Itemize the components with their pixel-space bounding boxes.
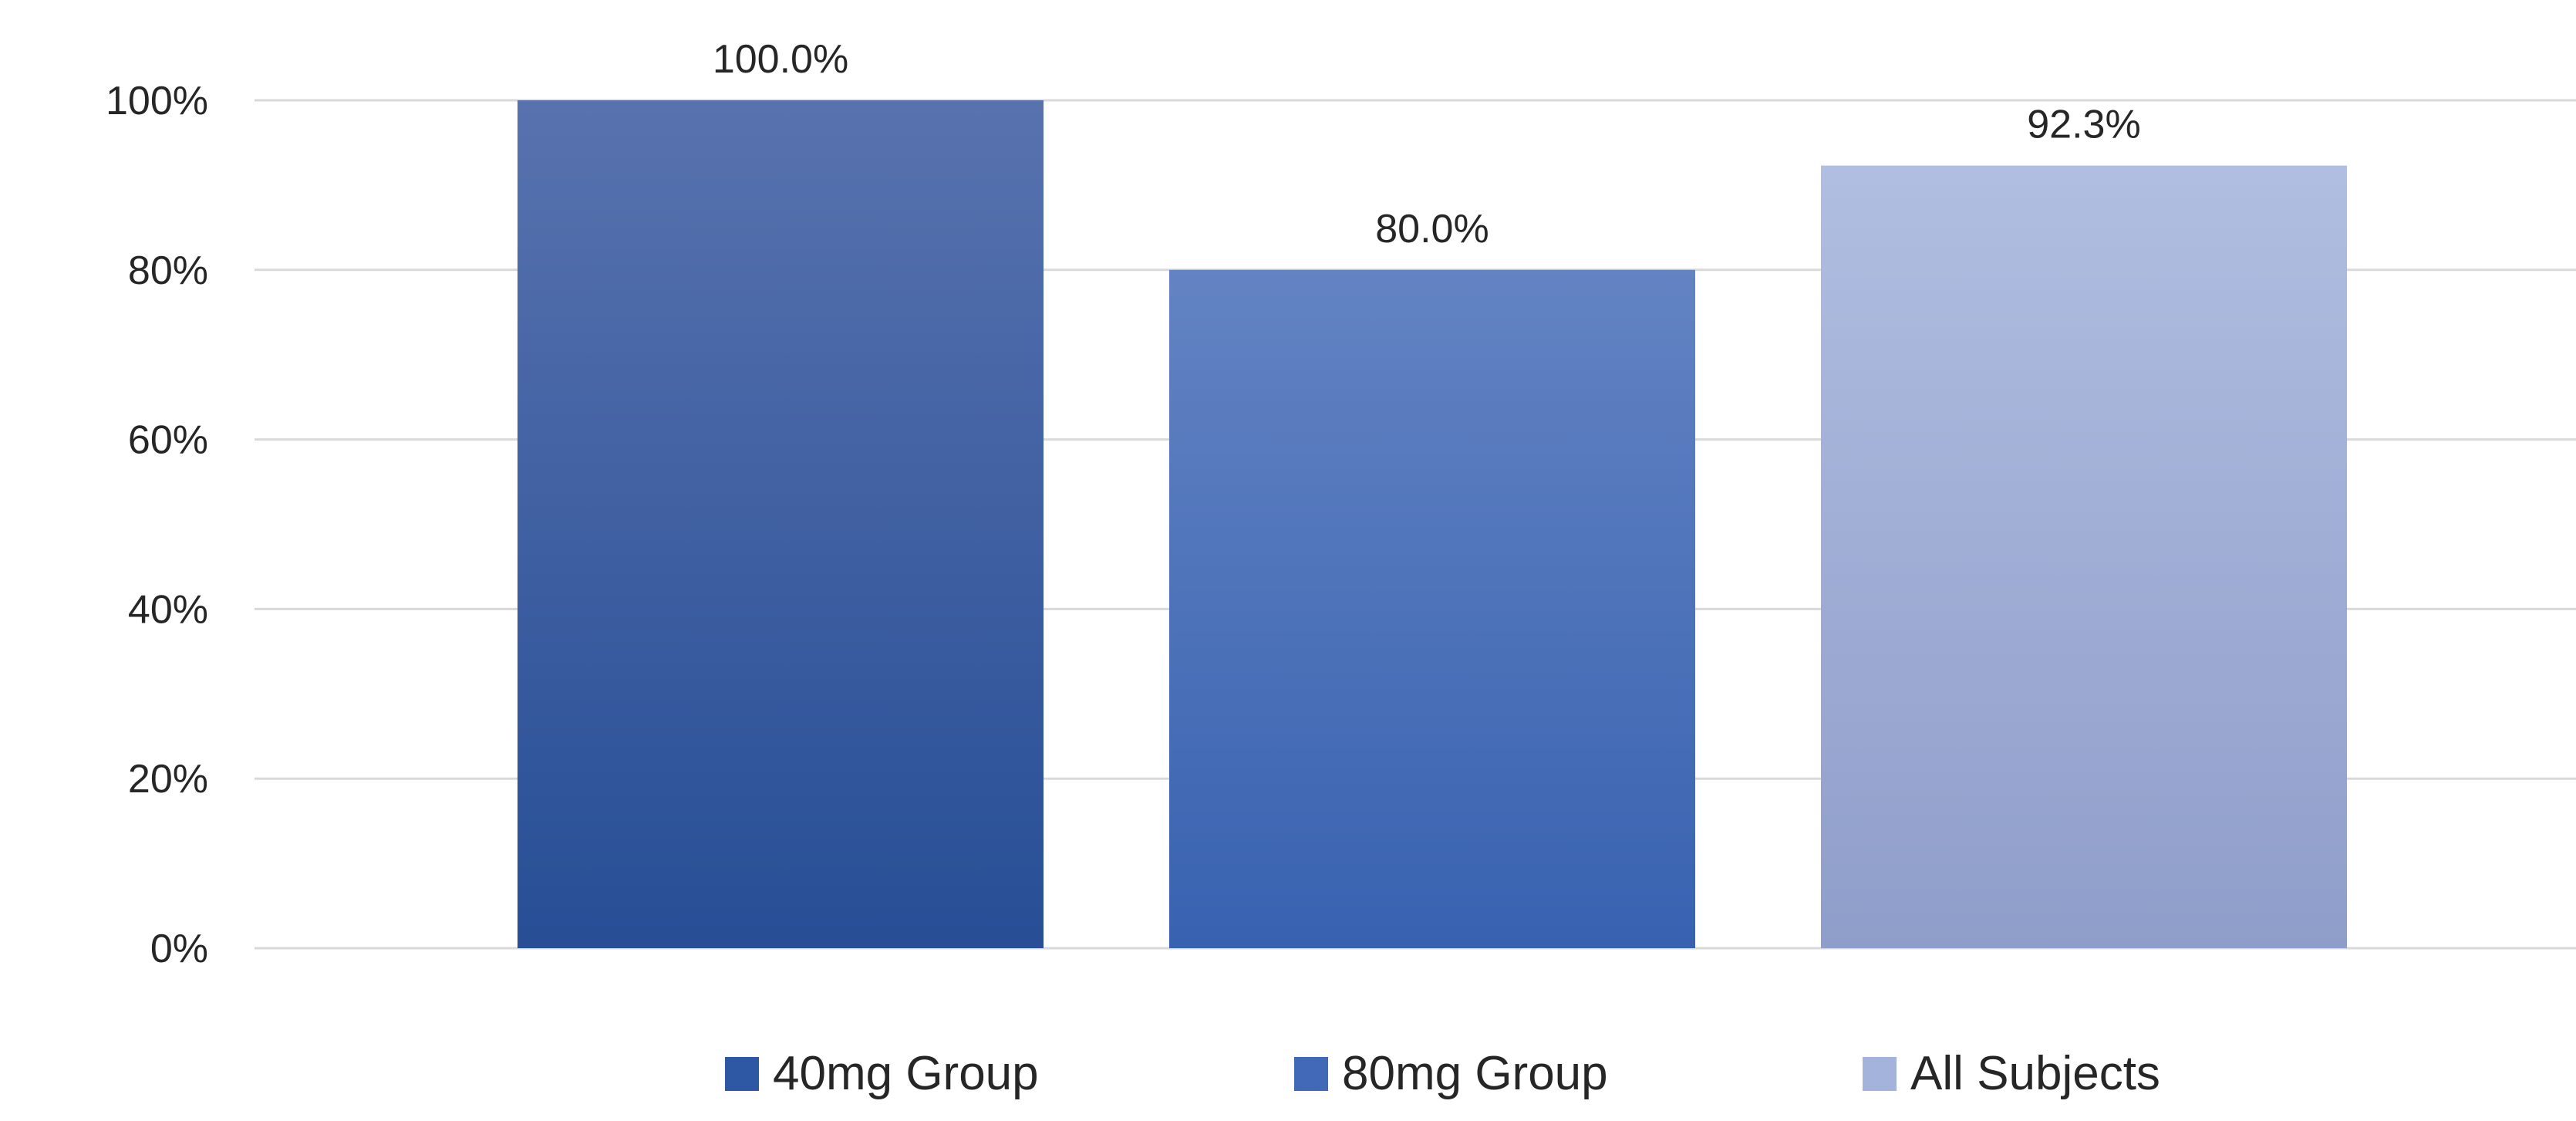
legend-label: 40mg Group	[773, 1047, 1039, 1100]
legend-label: 80mg Group	[1342, 1047, 1608, 1100]
y-tick-label: 80%	[128, 248, 208, 293]
legend-item: 40mg Group	[725, 1047, 1039, 1100]
legend-swatch	[725, 1057, 759, 1091]
bar-all-subjects	[1821, 165, 2347, 949]
data-labels: 100.0% 80.0% 92.3%	[713, 37, 2141, 252]
y-axis-tick-labels: 0% 20% 40% 60% 80% 100%	[106, 79, 208, 971]
y-tick-label: 100%	[106, 79, 208, 123]
legend-swatch	[1863, 1057, 1897, 1091]
bar-80mg-group	[1169, 269, 1695, 948]
y-tick-label: 60%	[128, 418, 208, 463]
y-tick-label: 20%	[128, 757, 208, 802]
data-label: 80.0%	[1375, 207, 1489, 252]
legend-item: 80mg Group	[1294, 1047, 1608, 1100]
legend-swatch	[1294, 1057, 1328, 1091]
bar-40mg-group	[518, 100, 1044, 948]
y-tick-label: 0%	[150, 927, 208, 971]
bars	[518, 100, 2347, 949]
data-label: 100.0%	[713, 37, 848, 82]
legend: 40mg Group 80mg Group All Subjects	[725, 1047, 2160, 1100]
y-tick-label: 40%	[128, 587, 208, 632]
data-label: 92.3%	[2027, 103, 2140, 147]
legend-label: All Subjects	[1910, 1047, 2160, 1100]
legend-item: All Subjects	[1863, 1047, 2160, 1100]
